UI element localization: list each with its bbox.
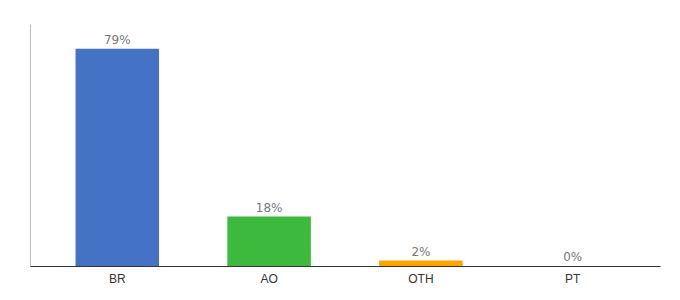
data-label: 0% [563, 250, 582, 264]
bar [76, 49, 159, 266]
plot: BR AO OTH PT 79% 18% 2% 0% [31, 25, 661, 286]
data-label: 2% [411, 245, 430, 259]
bars [76, 49, 463, 266]
x-tick-label: AO [260, 272, 277, 286]
data-label: 18% [256, 201, 283, 215]
x-axis-line [31, 266, 661, 267]
bar [227, 217, 310, 267]
x-tick-label: OTH [408, 272, 433, 286]
x-tick: AO [260, 266, 277, 286]
x-tick-label: PT [565, 272, 581, 286]
y-axis [30, 25, 31, 267]
bar [379, 261, 462, 267]
y-axis-line [30, 25, 31, 267]
chart: BR AO OTH PT 79% 18% 2% 0% [0, 0, 680, 300]
data-labels: 79% 18% 2% 0% [104, 33, 582, 264]
data-label: 79% [104, 33, 131, 47]
x-tick-label: BR [109, 272, 126, 286]
x-axis: BR AO OTH PT [31, 266, 661, 286]
bar [531, 266, 614, 267]
x-tick: BR [109, 266, 126, 286]
x-tick: PT [565, 266, 581, 286]
x-tick: OTH [408, 266, 433, 286]
